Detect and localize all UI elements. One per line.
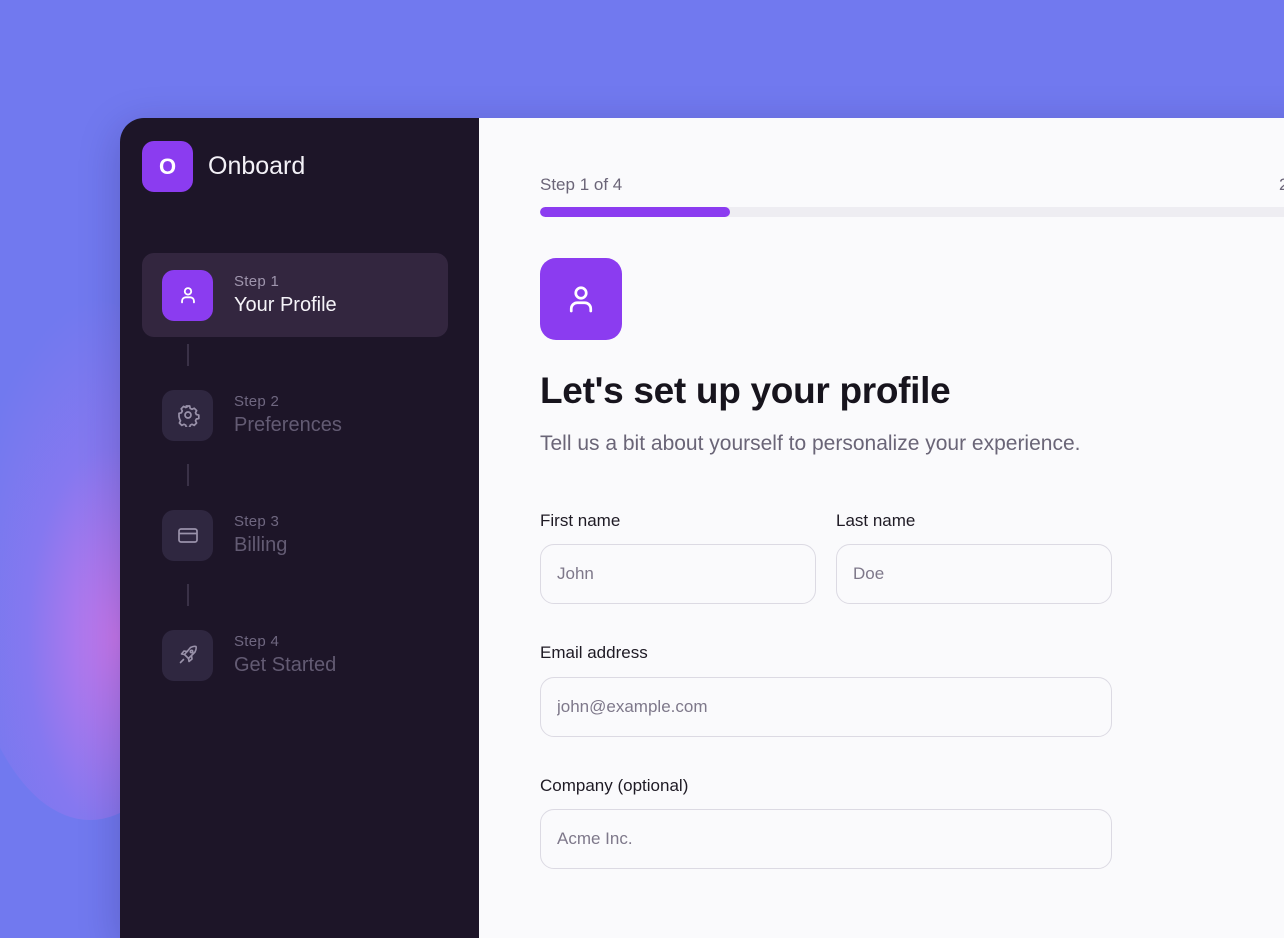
- step-connector: [187, 344, 189, 366]
- step-number: Step 1: [234, 273, 280, 290]
- last-name-label: Last name: [836, 511, 916, 530]
- progress-fill: [540, 207, 730, 217]
- step-title: Get Started: [234, 654, 337, 676]
- main-panel: Step 1 of 4 2 Let's set up your profile …: [479, 118, 1284, 938]
- sidebar-step-get-started[interactable]: Step 4 Get Started: [142, 613, 448, 697]
- onboarding-window: O Onboard Step 1 Your Profile Step 2: [120, 118, 1284, 938]
- progress-header: Step 1 of 4 2: [540, 175, 1284, 195]
- progress-label: Step 1 of 4: [540, 175, 623, 194]
- brand: O Onboard: [142, 141, 305, 192]
- brand-logo: O: [142, 141, 193, 192]
- last-name-field[interactable]: [836, 544, 1112, 604]
- sidebar-step-your-profile[interactable]: Step 1 Your Profile: [142, 253, 448, 337]
- step-title: Billing: [234, 534, 288, 556]
- first-name-label: First name: [540, 511, 621, 530]
- company-label: Company (optional): [540, 776, 689, 795]
- step-number: Step 4: [234, 633, 280, 650]
- credit-card-icon: [162, 509, 213, 561]
- step-list: Step 1 Your Profile Step 2 Preferences: [142, 253, 448, 697]
- progress-bar: [540, 207, 1284, 217]
- sidebar-step-preferences[interactable]: Step 2 Preferences: [142, 373, 448, 457]
- step-text: Step 3 Billing: [234, 513, 287, 557]
- step-text: Step 1 Your Profile: [234, 273, 337, 317]
- rocket-icon: [162, 629, 213, 681]
- page-title: Let's set up your profile: [540, 370, 951, 411]
- email-label: Email address: [540, 643, 648, 662]
- step-number: Step 3: [234, 513, 280, 530]
- step-title: Preferences: [234, 414, 342, 436]
- sidebar-step-billing[interactable]: Step 3 Billing: [142, 493, 448, 577]
- step-connector: [187, 584, 189, 606]
- step-connector: [187, 464, 189, 486]
- step-title: Your Profile: [234, 294, 337, 316]
- gear-icon: [162, 389, 213, 441]
- company-field[interactable]: [540, 809, 1112, 869]
- brand-name: Onboard: [208, 152, 306, 180]
- progress-percent: 2: [1279, 175, 1284, 194]
- step-number: Step 2: [234, 393, 280, 410]
- step-text: Step 2 Preferences: [234, 393, 342, 437]
- first-name-field[interactable]: [540, 544, 816, 604]
- user-icon: [162, 269, 213, 321]
- page-subtitle: Tell us a bit about yourself to personal…: [540, 432, 1081, 455]
- step-text: Step 4 Get Started: [234, 633, 336, 677]
- user-icon: [540, 258, 622, 340]
- email-field[interactable]: [540, 677, 1112, 737]
- sidebar: O Onboard Step 1 Your Profile Step 2: [120, 118, 479, 938]
